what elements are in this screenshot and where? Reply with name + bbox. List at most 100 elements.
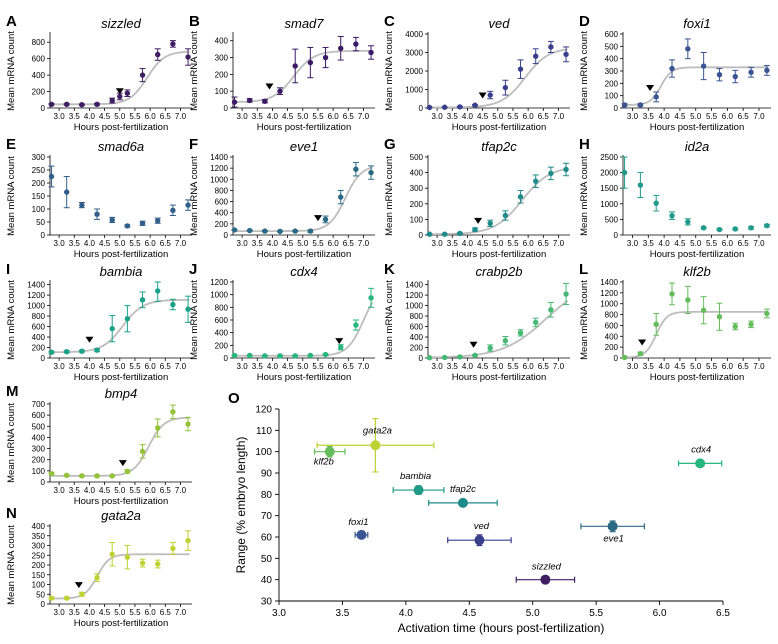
- x-tick-label: 4.5: [99, 608, 111, 617]
- x-tick-label: 3.5: [69, 362, 81, 371]
- x-tick-label: 5.5: [129, 362, 141, 371]
- y-tick-label: 200: [605, 343, 619, 352]
- data-point: [117, 93, 123, 100]
- data-point: [353, 322, 359, 328]
- x-tick-label: 6.5: [343, 362, 355, 371]
- y-tick-label: 350: [32, 532, 46, 541]
- data-point: [441, 354, 448, 361]
- x-tick-label: 6.5: [738, 112, 750, 121]
- data-point: [246, 97, 253, 104]
- data-point: [517, 330, 524, 336]
- y-tick-label: 200: [32, 456, 46, 465]
- data-point-gata2a: [370, 440, 381, 451]
- point-label: sizzled: [532, 562, 562, 573]
- x-tick-label: 5.0: [690, 112, 702, 121]
- data-point: [426, 104, 433, 111]
- data-point: [472, 102, 478, 108]
- data-point: [79, 202, 85, 208]
- y-tick-label: 0: [41, 231, 46, 240]
- data-point: [246, 352, 253, 359]
- y-tick-label: 90: [261, 469, 273, 480]
- y-tick-label: 1000: [210, 291, 228, 300]
- x-tick-label: 3.5: [335, 608, 349, 619]
- y-tick-label: 600: [32, 55, 46, 64]
- y-tick-label: 0: [614, 104, 619, 113]
- data-point: [533, 319, 539, 326]
- x-axis-label: Hours post-fertilization: [74, 372, 169, 383]
- data-point: [124, 315, 131, 322]
- x-axis-label: Hours post-fertilization: [74, 496, 169, 507]
- x-tick-label: 7.0: [358, 112, 370, 121]
- y-axis-label: Mean mRNA count: [384, 280, 395, 360]
- data-point: [185, 54, 191, 60]
- panel-letter: O: [228, 390, 240, 407]
- fit-curve: [51, 416, 190, 477]
- y-tick-label: 1000: [600, 300, 618, 309]
- y-tick-label: 600: [32, 411, 46, 420]
- data-point: [368, 49, 374, 56]
- data-point: [563, 291, 569, 297]
- activation-arrow: [474, 217, 483, 224]
- y-tick-label: 1200: [27, 291, 45, 300]
- activation-arrow: [115, 88, 124, 95]
- panel-letter: J: [189, 261, 197, 278]
- panel-letter: L: [579, 261, 588, 278]
- y-tick-label: 100: [605, 92, 619, 101]
- panel-title: tfap2c: [481, 139, 517, 154]
- data-point: [63, 189, 70, 195]
- y-tick-label: 120: [255, 405, 272, 416]
- activation-arrow: [478, 92, 487, 99]
- x-tick-label: 6.0: [653, 608, 667, 619]
- data-point-ved: [474, 535, 485, 546]
- data-point: [170, 41, 176, 47]
- data-point: [487, 220, 493, 226]
- data-point: [139, 448, 146, 455]
- data-point: [262, 228, 268, 234]
- x-tick-label: 3.0: [627, 239, 639, 248]
- x-tick-label: 4.0: [267, 239, 279, 248]
- x-axis-label: Hours post-fertilization: [650, 249, 745, 260]
- y-tick-label: 500: [605, 215, 619, 224]
- data-point: [170, 545, 176, 552]
- data-point: [124, 468, 131, 475]
- data-point: [155, 288, 161, 294]
- panel-title: eve1: [290, 139, 318, 154]
- x-tick-label: 6.5: [160, 362, 172, 371]
- activation-arrow: [313, 215, 322, 222]
- y-tick-label: 500: [32, 422, 46, 431]
- y-tick-label: 400: [32, 433, 46, 442]
- y-tick-label: 1400: [27, 281, 45, 290]
- x-tick-label: 7.0: [553, 239, 565, 248]
- data-point: [292, 353, 298, 359]
- data-point: [292, 228, 298, 234]
- x-tick-label: 4.5: [99, 486, 111, 495]
- x-tick-label: 4.5: [462, 608, 476, 619]
- data-point-bambia: [413, 485, 424, 496]
- data-point: [322, 216, 329, 223]
- data-point: [277, 353, 283, 359]
- data-point: [716, 72, 723, 78]
- y-tick-label: 200: [32, 179, 46, 188]
- x-tick-label: 6.0: [145, 239, 157, 248]
- x-tick-label: 3.5: [252, 362, 264, 371]
- panel-letter: B: [189, 13, 200, 30]
- x-tick-label: 3.5: [447, 112, 459, 121]
- x-tick-label: 6.0: [523, 239, 535, 248]
- data-point: [338, 194, 344, 200]
- point-label: foxi1: [348, 517, 368, 528]
- data-point: [426, 355, 433, 361]
- x-tick-label: 3.5: [252, 239, 264, 248]
- point-label: bambia: [400, 471, 431, 482]
- y-tick-label: 60: [261, 533, 273, 544]
- fit-curve: [51, 553, 190, 600]
- data-point: [353, 166, 359, 172]
- x-tick-label: 4.0: [462, 112, 474, 121]
- panel-O: O 30 40 50 60 70 80 90 100 110 120 3.0 3.5 4.0 4.5 5.0 5…: [228, 390, 730, 635]
- x-axis-label: Hours post-fertilization: [650, 122, 745, 133]
- panel-title: bmp4: [105, 386, 138, 401]
